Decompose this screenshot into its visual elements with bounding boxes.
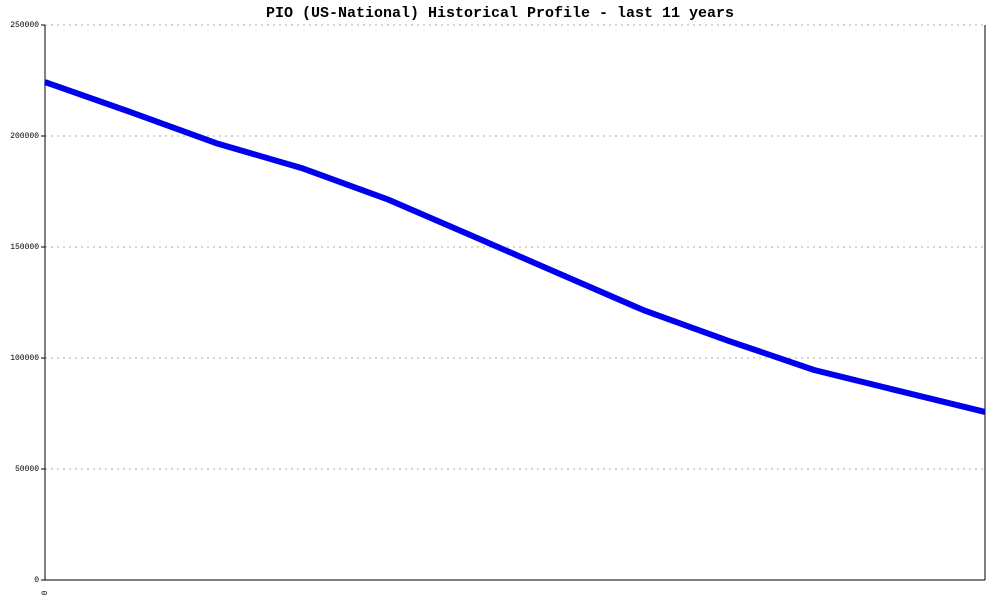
y-tick-label: 200000 [10,132,39,141]
y-tick-label: 250000 [10,21,39,30]
y-tick-label: 0 [34,576,39,585]
y-tick-label: 50000 [15,465,39,474]
chart-title: PIO (US-National) Historical Profile - l… [266,5,734,22]
y-tick-label: 150000 [10,243,39,252]
y-tick-label: 100000 [10,354,39,363]
data-line [44,79,986,415]
x-tick-label: 0 [41,590,50,595]
